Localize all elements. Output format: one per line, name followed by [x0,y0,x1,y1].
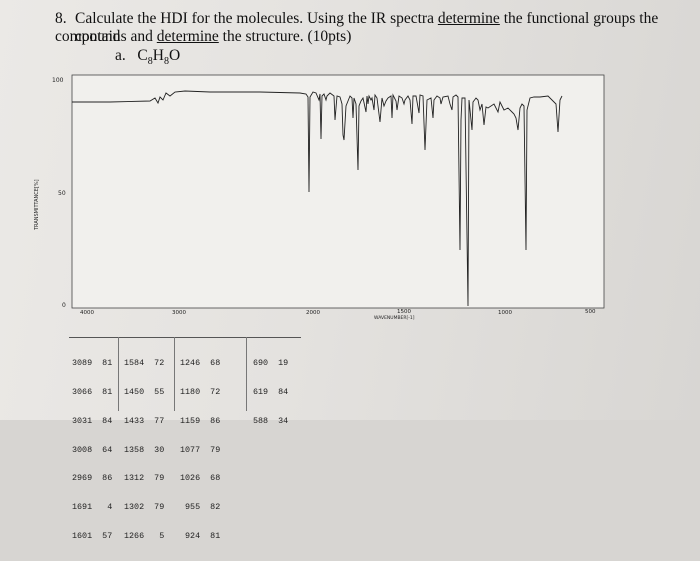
peak-row: 619 84 [253,386,289,397]
peak-column-1: 3089 81 3066 81 3031 84 3008 64 2969 86 … [72,340,112,561]
spectrum-trace [72,90,563,307]
peak-row: 1584 72 [124,358,165,369]
x-tick-3000: 3000 [172,310,186,316]
peak-row: 924 81 [185,530,221,541]
spectrum-frame [71,74,605,309]
y-axis-label: TRANSMITTANCE[%] [34,179,40,231]
x-axis-label: WAVENUMBER[-1] [374,315,415,321]
peak-row: 1246 68 [180,358,221,369]
question-number: 8. [55,10,67,27]
peak-row: 690 19 [253,358,289,369]
peak-row: 3031 84 [72,415,113,426]
table-divider [174,337,175,411]
peak-row: 1266 5 [124,530,165,541]
table-divider [118,337,119,411]
y-tick-100: 100 [52,77,64,84]
peak-row: 1159 86 [180,415,221,426]
question-line-2: contains and determine the structure. (1… [75,28,352,45]
x-tick-1500: 1500 [397,309,411,315]
table-top-rule [69,337,301,338]
peak-row: 1077 79 [180,444,221,455]
peak-row: 588 34 [253,415,289,426]
x-tick-4000: 4000 [80,310,94,316]
peak-row: 1433 77 [124,415,165,426]
peak-row: 3008 64 [72,444,113,455]
worksheet-photo: 8. Calculate the HDI for the molecules. U… [0,0,700,541]
peak-row: 3089 81 [72,358,113,369]
peak-row: 1601 57 [72,530,113,541]
y-tick-50: 50 [58,190,66,197]
peak-row: 1691 4 [72,502,113,513]
ir-spectrum: 100 50 0 TRANSMITTANCE[%] 4000 3000 2000… [34,74,605,321]
peak-row: 1302 79 [124,502,165,513]
peak-row: 2969 86 [72,473,113,484]
table-divider [246,337,247,411]
x-tick-500: 500 [585,309,596,315]
peak-row: 1450 55 [124,386,165,397]
peak-row: 3066 81 [72,386,113,397]
peak-row: 1026 68 [180,473,221,484]
question-line-1: 8. Calculate the HDI for the molecules. U… [55,10,659,45]
x-tick-2000: 2000 [306,310,320,316]
peak-row: 955 82 [185,502,221,513]
peak-column-3: 1246 68 1180 72 1159 86 1077 79 1026 68 … [180,340,220,561]
part-a-formula: a. C8H8O [115,47,181,68]
peak-row: 1312 79 [124,473,165,484]
peak-column-4: 690 19 619 84 588 34 [253,340,288,446]
peak-row: 1180 72 [180,386,221,397]
peak-row: 1358 30 [124,444,165,455]
peak-column-2: 1584 72 1450 55 1433 77 1358 30 1312 79 … [124,340,164,561]
x-tick-1000: 1000 [498,310,512,316]
y-tick-0: 0 [62,302,66,309]
